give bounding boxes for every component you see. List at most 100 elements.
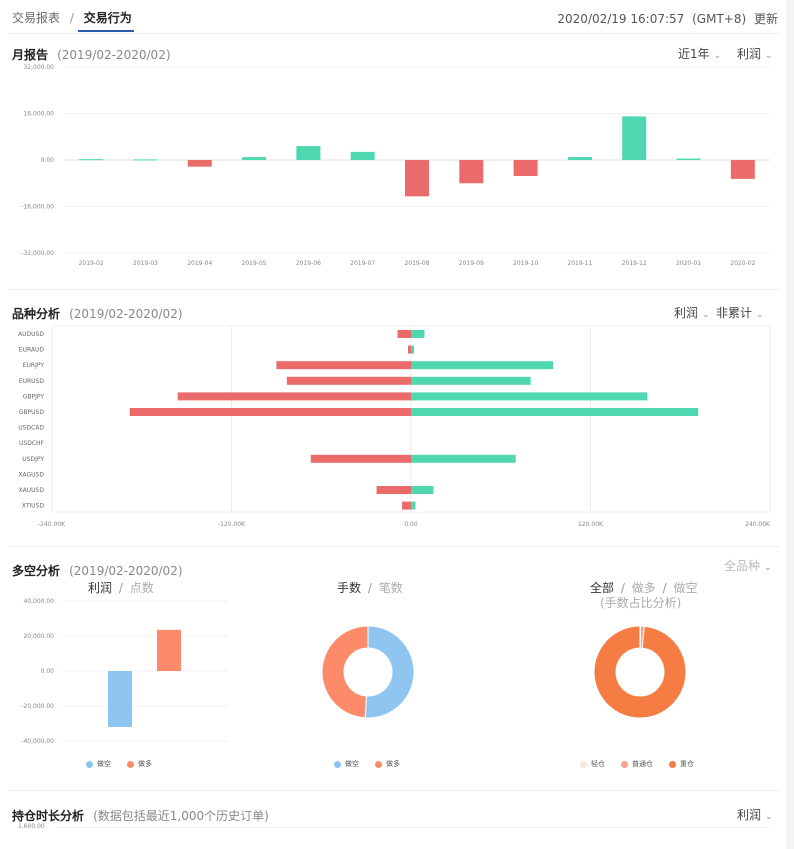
longshort-header: 多空分析 (2019/02-2020/02) (12, 560, 183, 579)
monthly-x-tick-label: 2019-12 (622, 260, 647, 267)
toggle-lots[interactable]: 手数 (337, 581, 362, 595)
timezone: (GMT+8) (692, 12, 747, 26)
monthly-x-tick-label: 2019-07 (350, 260, 375, 267)
monthly-metric-select[interactable]: 利润 ⌄ (737, 45, 773, 62)
instruments-y-tick-label: GBPJPY (23, 393, 45, 400)
ls-bar (108, 671, 132, 727)
instruments-x-tick-label: 0.00 (404, 521, 418, 528)
holding-metric-select[interactable]: 利润 ⌄ (737, 806, 773, 823)
monthly-bar (187, 160, 212, 167)
toggle-profit[interactable]: 利润 (88, 581, 113, 595)
instruments-bar-negative (286, 376, 411, 385)
instruments-metric-value: 利润 (674, 306, 699, 320)
monthly-period-select[interactable]: 近1年 ⌄ (678, 45, 721, 62)
toggle-sep: / (662, 581, 667, 595)
instruments-bar-positive (411, 345, 414, 354)
type-legend: 轻仓 普通仓 重仓 (580, 759, 694, 769)
divider (8, 546, 780, 547)
legend-long-dot (127, 760, 134, 768)
divider (8, 790, 780, 791)
instruments-bar-positive (411, 454, 516, 463)
monthly-bar (79, 159, 104, 161)
instruments-bar-positive (411, 361, 554, 370)
legend-long-dot (375, 760, 382, 768)
breadcrumb-active-underline (78, 30, 134, 32)
ls-y-tick-label: -20,000.00 (21, 703, 54, 710)
monthly-x-tick-label: 2019-06 (296, 260, 321, 267)
monthly-x-tick-label: 2020-01 (676, 260, 701, 267)
monthly-header: 月报告 (2019/02-2020/02) (12, 44, 171, 63)
monthly-x-tick-label: 2019-09 (459, 260, 484, 267)
chevron-down-icon: ⌄ (713, 51, 722, 61)
instruments-bar-negative (408, 345, 411, 354)
instruments-x-tick-label: -240.00K (38, 521, 66, 528)
scrollbar-track[interactable] (786, 0, 794, 849)
instruments-bar-positive (411, 501, 416, 510)
holding-note: (数据包括最近1,000个历史订单) (93, 809, 269, 823)
lots-slice (364, 625, 415, 719)
instruments-y-tick-label: XTIUSD (22, 503, 45, 510)
monthly-bar-chart: 32,000.00 16,000.00 0.00 -16,000.00 -32,000.… (21, 64, 770, 267)
legend-heavy-dot (669, 760, 676, 768)
longshort-filter-select[interactable]: 全品种 ⌄ (724, 557, 772, 574)
toggle-trades[interactable]: 笔数 (378, 581, 403, 595)
toggle-all[interactable]: 全部 (590, 581, 615, 595)
monthly-y-tick-label: -32,000.00 (21, 250, 54, 257)
holding-gridline (56, 827, 770, 828)
legend-short: 做空 (86, 759, 111, 769)
instruments-x-tick-label: 120.00K (578, 521, 604, 528)
longshort-title: 多空分析 (12, 564, 61, 578)
type-chart-subtitle: (手数占比分析) (600, 596, 682, 610)
instruments-bar-positive (411, 392, 648, 401)
divider (8, 33, 780, 34)
instruments-bar-positive (411, 486, 434, 494)
monthly-bar (730, 160, 755, 179)
toggle-long[interactable]: 做多 (631, 581, 656, 595)
monthly-title: 月报告 (12, 48, 49, 62)
monthly-x-tick-label: 2019-08 (404, 260, 429, 267)
monthly-period-value: 近1年 (678, 47, 710, 61)
chevron-down-icon: ⌄ (702, 310, 710, 320)
monthly-x-tick-label: 2019-04 (187, 260, 212, 267)
instruments-y-tick-label: USDCAD (18, 425, 44, 432)
breadcrumb-trade-behavior[interactable]: 交易行为 (83, 11, 132, 25)
profit-chart-toggle: 利润 / 点数 (88, 579, 154, 596)
ls-y-tick-label: 20,000.00 (23, 633, 54, 640)
legend-normal-dot (621, 760, 628, 768)
monthly-bar (242, 157, 267, 160)
instruments-mode-value: 非累计 (716, 306, 753, 320)
instruments-header: 品种分析 (2019/02-2020/02) (12, 303, 183, 322)
instruments-bar-negative (310, 454, 411, 463)
breadcrumb-trade-report[interactable]: 交易报表 (12, 11, 61, 25)
legend-short-dot (334, 760, 341, 768)
toggle-short[interactable]: 做空 (673, 581, 698, 595)
instruments-bar-negative (276, 361, 411, 370)
type-slice (593, 625, 687, 719)
monthly-y-tick-label: 16,000.00 (23, 111, 54, 118)
legend-short: 做空 (334, 759, 359, 769)
longshort-range: (2019/02-2020/02) (69, 564, 183, 578)
ls-bar (157, 629, 181, 671)
monthly-x-tick-label: 2020-02 (730, 260, 755, 267)
instruments-y-tick-label: AUDUSD (18, 331, 44, 338)
monthly-bar (676, 158, 701, 160)
refresh-button[interactable]: 更新 (753, 12, 778, 26)
instruments-y-tick-label: EURAUD (19, 347, 45, 354)
lots-donut-chart (321, 625, 415, 719)
instruments-metric-select[interactable]: 利润 ⌄ (674, 304, 710, 321)
timestamp: 2020/02/19 16:07:57 (557, 12, 685, 26)
instruments-bar-positive (411, 408, 699, 416)
monthly-y-tick-label: -16,000.00 (21, 204, 54, 211)
monthly-bar (133, 159, 158, 161)
ls-y-tick-label: 40,000.00 (23, 598, 54, 605)
instruments-range: (2019/02-2020/02) (69, 307, 183, 321)
breadcrumb: 交易报表 / 交易行为 (12, 9, 132, 26)
monthly-bar (513, 160, 538, 176)
instruments-mode-select[interactable]: 非累计 ⌄ (716, 304, 764, 321)
legend-light-dot (580, 760, 587, 768)
ls-y-tick-label: -40,000.00 (21, 738, 54, 745)
toggle-points[interactable]: 点数 (129, 581, 154, 595)
instruments-bar-negative (376, 486, 411, 494)
instruments-bar-negative (129, 408, 412, 416)
monthly-x-tick-label: 2019-10 (513, 260, 538, 267)
